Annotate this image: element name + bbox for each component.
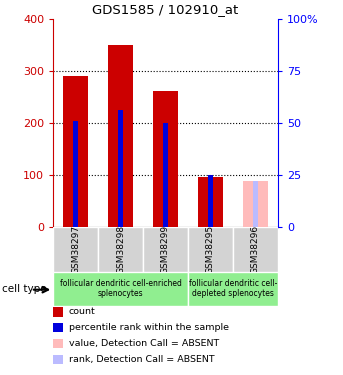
Text: follicular dendritic cell-
depleted splenocytes: follicular dendritic cell- depleted sple… xyxy=(189,279,277,298)
Text: GSM38296: GSM38296 xyxy=(251,225,260,274)
Bar xyxy=(243,181,268,227)
Text: percentile rank within the sample: percentile rank within the sample xyxy=(69,323,228,332)
Bar xyxy=(188,272,278,306)
Bar xyxy=(73,121,78,227)
Bar xyxy=(63,76,88,227)
Bar xyxy=(233,227,278,272)
Text: count: count xyxy=(69,308,95,316)
Bar xyxy=(153,90,178,227)
Text: GSM38295: GSM38295 xyxy=(206,225,215,274)
Bar xyxy=(163,123,168,227)
Text: follicular dendritic cell-enriched
splenocytes: follicular dendritic cell-enriched splen… xyxy=(60,279,181,298)
Bar xyxy=(118,110,123,227)
Text: GSM38299: GSM38299 xyxy=(161,225,170,274)
Text: cell type: cell type xyxy=(2,285,46,294)
Text: GSM38298: GSM38298 xyxy=(116,225,125,274)
Bar xyxy=(53,227,98,272)
Bar xyxy=(188,227,233,272)
Bar xyxy=(253,181,258,227)
Bar xyxy=(198,177,223,227)
Bar xyxy=(108,45,133,227)
Bar xyxy=(208,175,213,227)
Text: value, Detection Call = ABSENT: value, Detection Call = ABSENT xyxy=(69,339,219,348)
Text: rank, Detection Call = ABSENT: rank, Detection Call = ABSENT xyxy=(69,355,214,364)
Bar xyxy=(98,227,143,272)
Bar xyxy=(143,227,188,272)
Bar xyxy=(53,272,188,306)
Title: GDS1585 / 102910_at: GDS1585 / 102910_at xyxy=(92,3,239,16)
Text: GSM38297: GSM38297 xyxy=(71,225,80,274)
